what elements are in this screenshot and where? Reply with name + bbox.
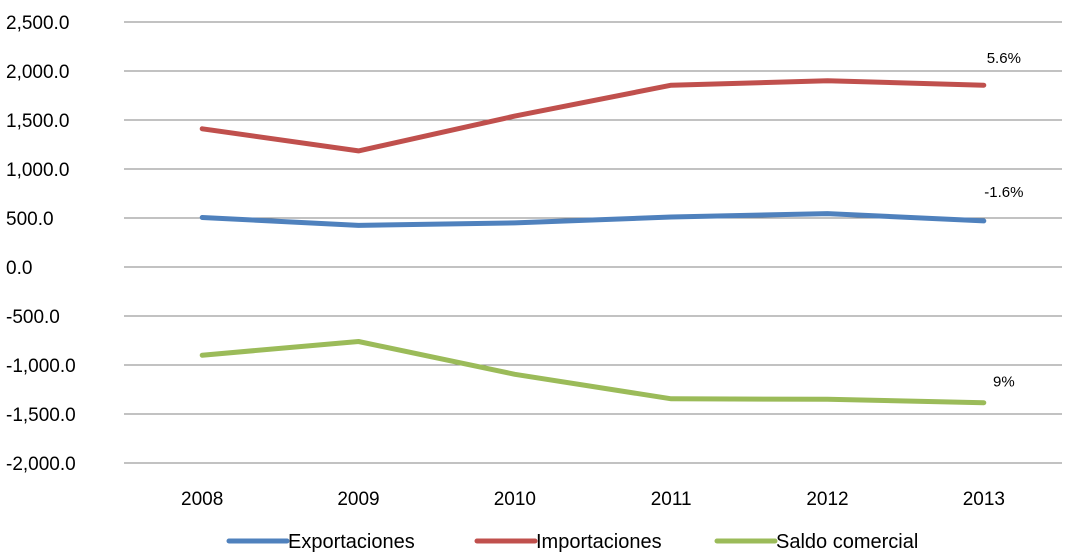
series-line-importaciones	[199, 78, 987, 154]
x-tick-label: 2010	[494, 489, 536, 510]
data-label: -1.6%	[984, 184, 1023, 201]
series-line-exportaciones	[199, 211, 987, 228]
x-tick-label: 2013	[963, 489, 1005, 510]
data-labels: -1.6% 5.6% 9%	[984, 50, 1023, 391]
gridlines	[124, 21, 1062, 464]
y-tick-label: 1,000.0	[6, 160, 69, 181]
x-tick-label: 2011	[651, 489, 692, 510]
y-tick-label: -1,000.0	[6, 356, 76, 377]
x-tick-label: 2008	[181, 489, 223, 510]
x-axis: 2008 2009 2010 2011 2012 2013	[181, 489, 1005, 510]
legend-entry: Importaciones	[536, 531, 662, 553]
y-tick-label: 1,500.0	[6, 111, 69, 132]
y-tick-label: 2,000.0	[6, 62, 69, 83]
y-tick-label: -500.0	[6, 307, 60, 328]
y-tick-label: -2,000.0	[6, 454, 76, 475]
data-label: 9%	[993, 374, 1015, 391]
y-axis: -2,000.0 -1,500.0 -1,000.0 -500.0 0.0 500.0 1,…	[6, 13, 76, 475]
y-tick-label: 500.0	[6, 209, 54, 230]
y-tick-label: 0.0	[6, 258, 32, 279]
data-label: 5.6%	[987, 50, 1021, 67]
y-tick-label: 2,500.0	[6, 13, 69, 34]
x-tick-label: 2012	[806, 489, 848, 510]
x-tick-label: 2009	[337, 489, 379, 510]
legend-entry: Saldo comercial	[776, 531, 918, 553]
series-lines	[199, 78, 987, 406]
y-tick-label: -1,500.0	[6, 405, 76, 426]
legend: Exportaciones Importaciones Saldo comercia…	[226, 531, 918, 553]
series-line-saldo-comercial	[199, 339, 987, 406]
legend-entry: Exportaciones	[288, 531, 415, 553]
